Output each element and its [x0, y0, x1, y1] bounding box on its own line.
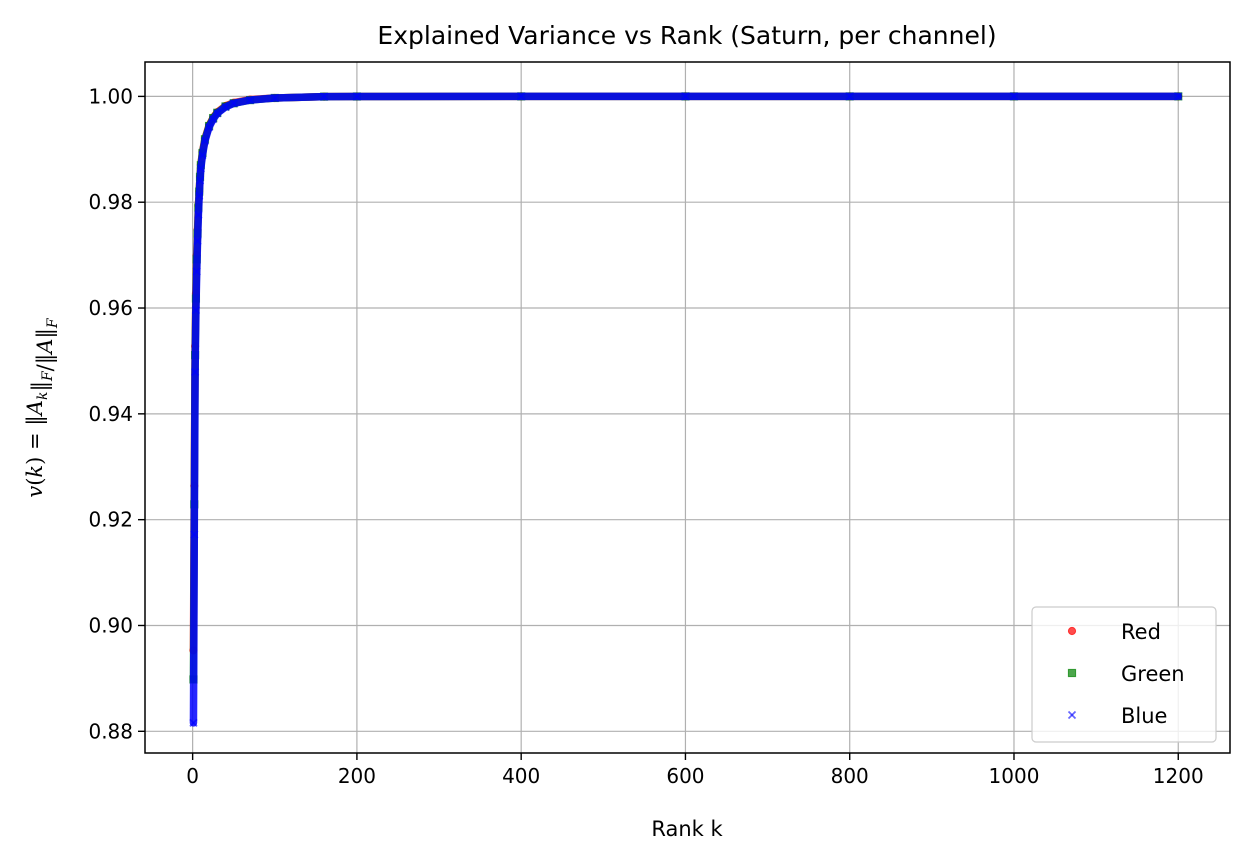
data-point-blue [204, 122, 214, 132]
data-point-blue [352, 92, 362, 101]
y-tick-label: 0.94 [88, 402, 133, 426]
data-point-blue [189, 718, 198, 727]
data-point-blue [681, 92, 690, 101]
chart-title: Explained Variance vs Rank (Saturn, per … [377, 21, 996, 50]
legend-entry-blue: Blue [1067, 704, 1167, 728]
data-point-blue [195, 176, 205, 185]
y-axis-label-text: v(k) = ‖Ak‖F/‖A‖F [23, 317, 61, 498]
data-point-blue [229, 99, 238, 108]
x-tick-label: 800 [831, 764, 869, 788]
data-point-blue [221, 102, 230, 112]
data-point-blue [195, 191, 204, 200]
legend-label-red: Red [1121, 620, 1161, 644]
data-point-blue [213, 109, 222, 118]
x-tick-label: 200 [338, 764, 376, 788]
series-blue [189, 92, 1183, 727]
data-point-blue [1009, 92, 1019, 101]
y-axis-label: v(k) = ‖Ak‖F/‖A‖F [23, 317, 61, 498]
legend-marker-green [1067, 668, 1077, 678]
data-point-blue [319, 92, 329, 101]
plot-frame [144, 61, 1231, 754]
series-band-blue [189, 92, 1183, 727]
legend: Red Green Blue [1031, 606, 1217, 743]
legend-marker-blue [1067, 710, 1077, 720]
legend-entry-red: Red [1067, 620, 1161, 644]
data-point-blue [517, 92, 526, 101]
y-tick-label: 0.98 [88, 190, 133, 214]
y-tick-label: 0.88 [88, 719, 133, 743]
x-tick-label: 600 [666, 764, 704, 788]
y-tick-label: 0.96 [88, 296, 133, 320]
data-point-blue [270, 93, 279, 103]
tick-layer: 0 200 400 600 800 1000 1200 0.88 0.90 0.92 0.94 0.9… [88, 84, 1203, 788]
data-point-blue [245, 95, 255, 105]
data-point-blue [845, 92, 854, 101]
data-point-blue [1174, 92, 1183, 101]
data-point-blue [194, 210, 203, 220]
x-tick-label: 1000 [989, 764, 1040, 788]
x-tick-label: 400 [502, 764, 540, 788]
x-tick-label: 0 [186, 764, 199, 788]
y-tick-label: 0.92 [88, 508, 133, 532]
x-axis-label: Rank k [651, 817, 723, 841]
data-point-blue [192, 267, 201, 276]
data-point-blue [198, 150, 207, 160]
data-point-blue [200, 136, 210, 145]
x-tick-label: 1200 [1153, 764, 1204, 788]
data-point-blue [190, 367, 200, 377]
data-point-blue [196, 164, 205, 173]
legend-label-green: Green [1121, 662, 1185, 686]
legend-marker-red [1067, 626, 1077, 636]
y-tick-label: 1.00 [88, 84, 133, 108]
legend-frame [1031, 606, 1217, 743]
data-point-blue [191, 306, 201, 315]
data-point-blue [193, 236, 202, 245]
y-tick-label: 0.90 [88, 613, 133, 637]
legend-entry-green: Green [1067, 662, 1185, 686]
data-point-blue [190, 530, 199, 539]
legend-label-blue: Blue [1121, 704, 1167, 728]
data-point-blue [209, 115, 218, 124]
data-layer [189, 92, 1183, 727]
